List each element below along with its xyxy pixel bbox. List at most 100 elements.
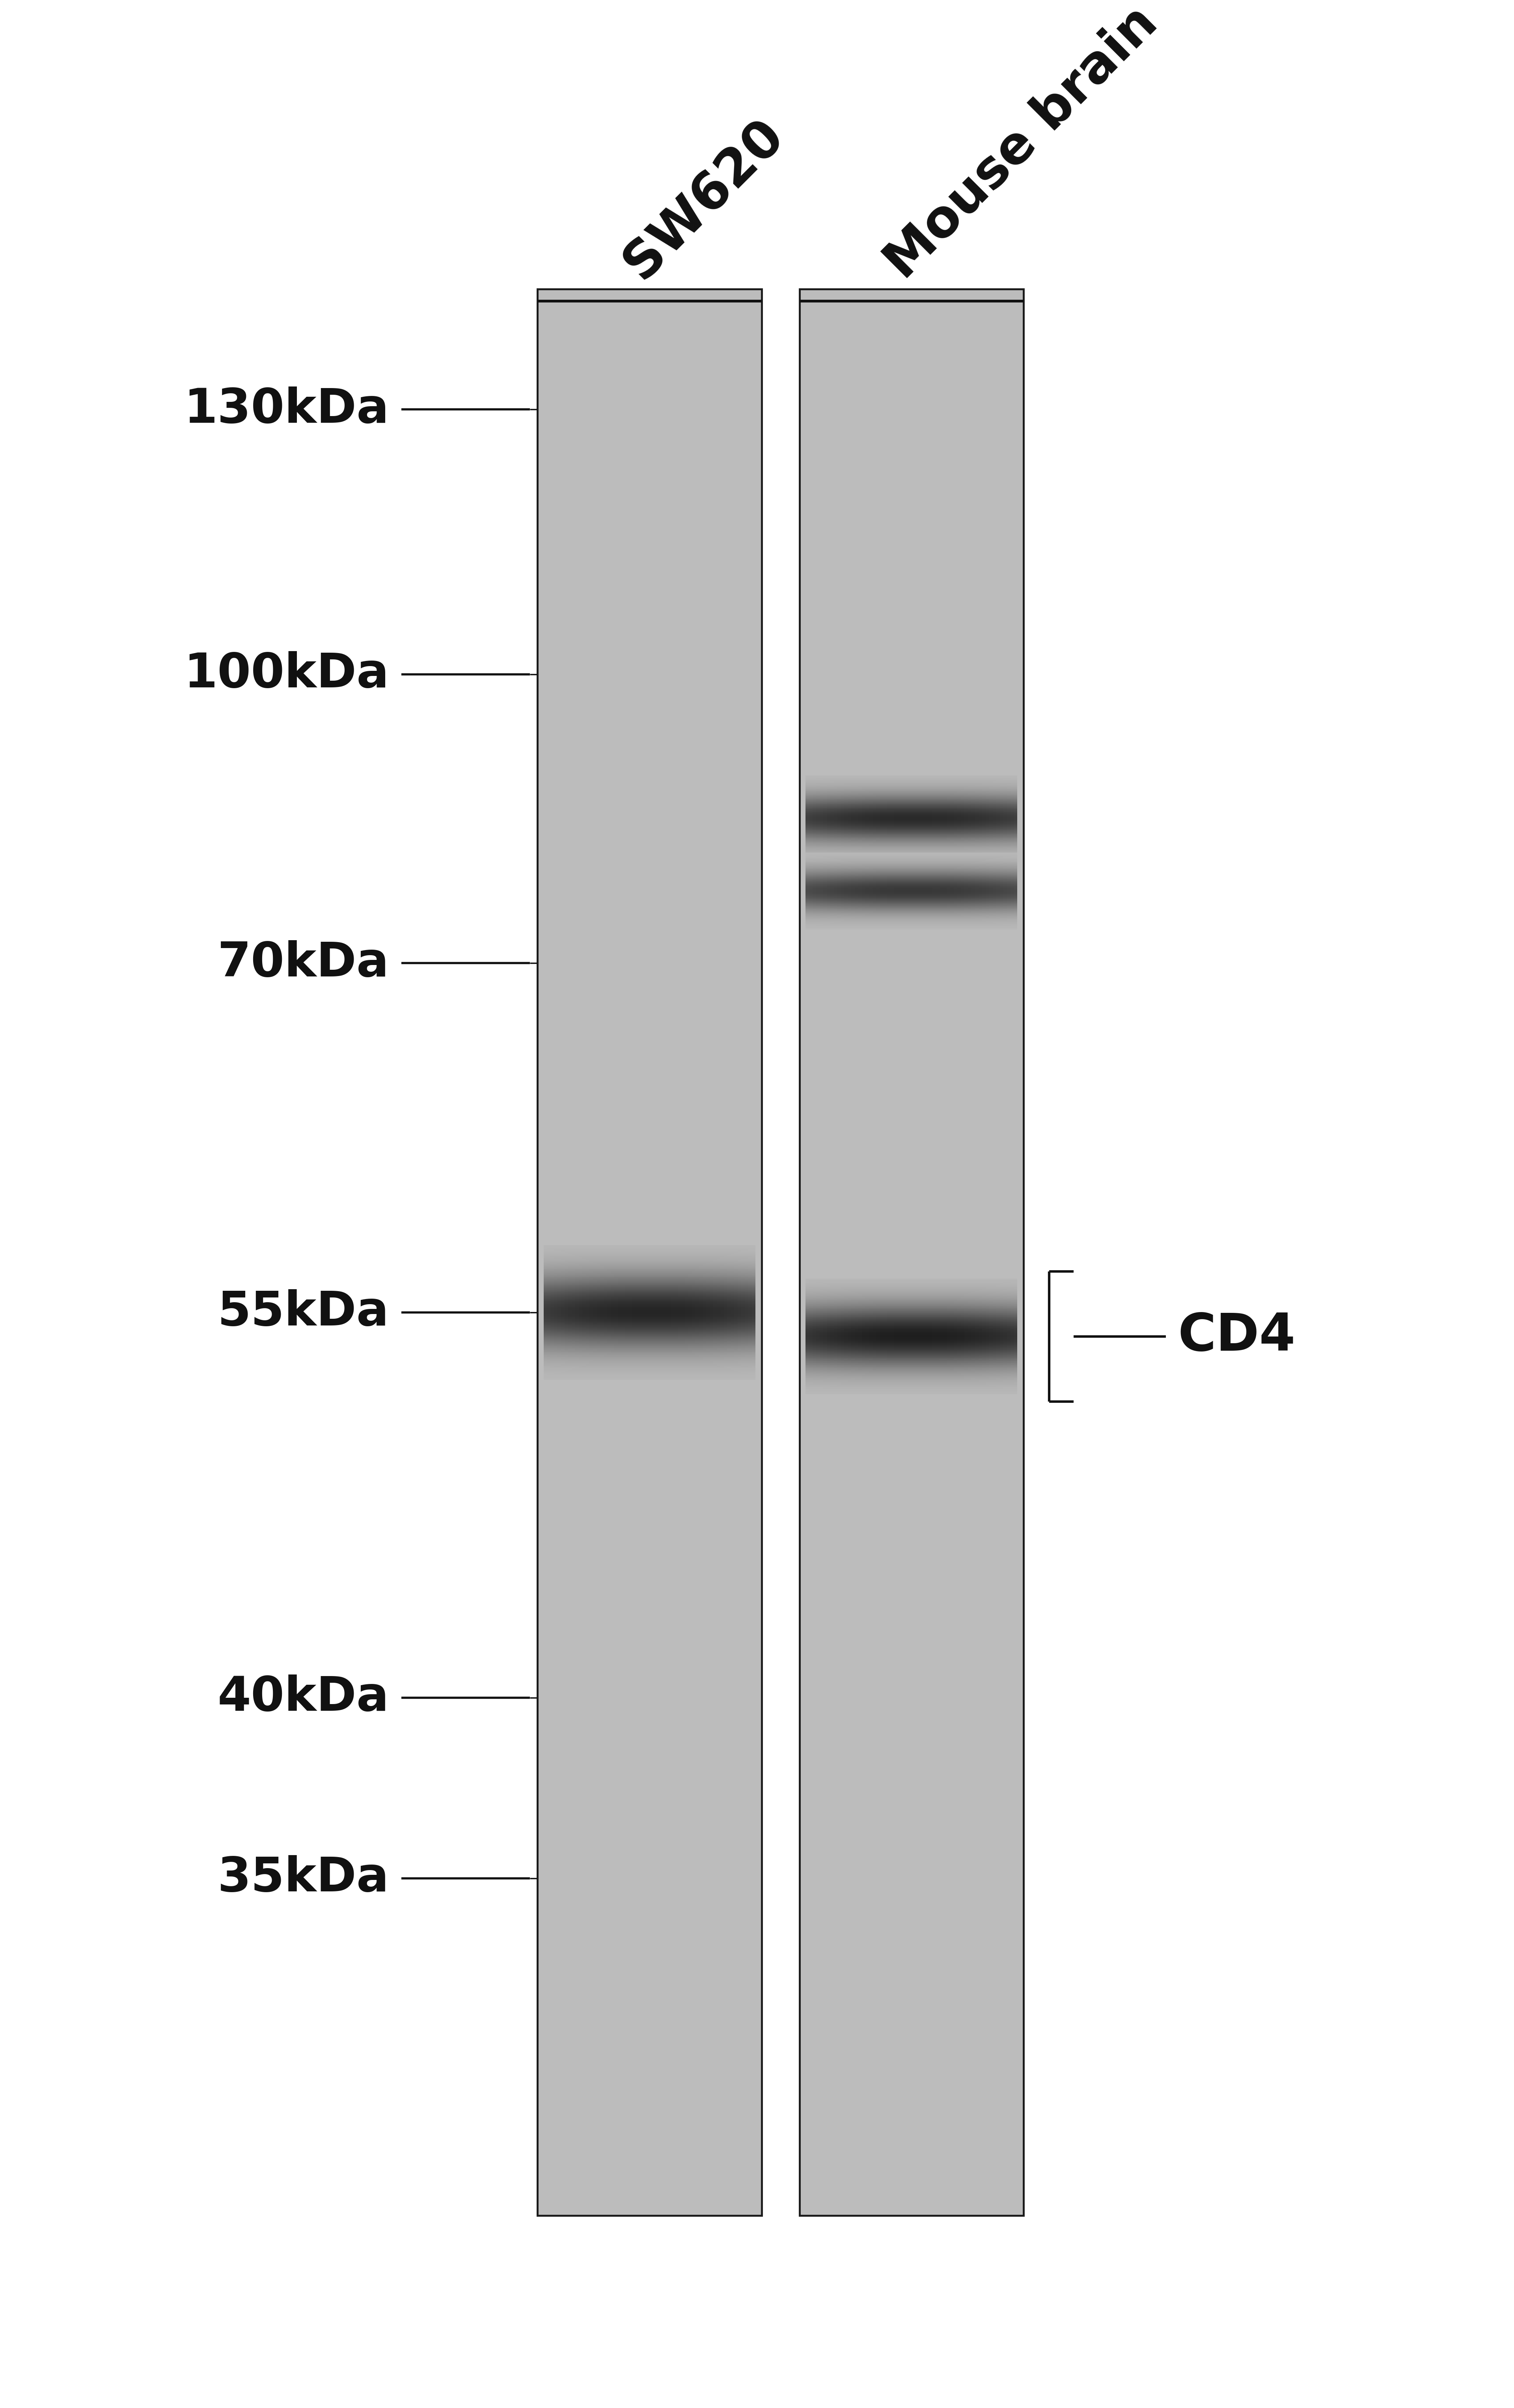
Bar <box>805 775 808 862</box>
Bar <box>808 1279 813 1394</box>
Bar <box>547 1245 551 1380</box>
Bar <box>607 1245 610 1380</box>
Bar <box>830 1279 834 1394</box>
Bar <box>919 852 922 929</box>
Bar <box>855 852 858 929</box>
Bar <box>674 1245 678 1380</box>
Bar <box>869 852 872 929</box>
Bar <box>845 775 848 862</box>
Bar <box>983 852 986 929</box>
Bar <box>819 775 824 862</box>
Bar <box>986 852 989 929</box>
Bar <box>961 1279 964 1394</box>
Bar <box>869 1279 872 1394</box>
Bar <box>1010 1279 1014 1394</box>
Bar <box>954 1279 957 1394</box>
Bar <box>961 852 964 929</box>
Bar <box>866 1279 869 1394</box>
Bar <box>967 1279 972 1394</box>
Bar <box>681 1245 684 1380</box>
Text: Mouse brain: Mouse brain <box>877 0 1167 289</box>
Bar <box>983 775 986 862</box>
Bar <box>1004 1279 1007 1394</box>
Bar <box>930 775 933 862</box>
Bar <box>925 1279 930 1394</box>
Bar <box>713 1245 716 1380</box>
Bar <box>972 852 975 929</box>
Bar <box>877 775 880 862</box>
Bar <box>954 775 957 862</box>
Bar <box>1014 1279 1017 1394</box>
Bar <box>851 775 855 862</box>
Bar <box>996 1279 999 1394</box>
Bar <box>887 852 890 929</box>
Bar <box>904 852 908 929</box>
Bar <box>1010 775 1014 862</box>
Bar <box>893 775 898 862</box>
Bar <box>943 1279 946 1394</box>
Bar <box>908 1279 911 1394</box>
Bar <box>636 1245 639 1380</box>
Bar <box>631 1245 636 1380</box>
Bar <box>872 1279 877 1394</box>
Bar <box>819 1279 824 1394</box>
Text: 70kDa: 70kDa <box>218 939 389 987</box>
Bar <box>883 852 887 929</box>
Bar <box>922 852 925 929</box>
Bar <box>639 1245 642 1380</box>
Bar <box>1010 852 1014 929</box>
Bar <box>986 775 989 862</box>
Bar <box>610 1245 615 1380</box>
Bar <box>752 1245 755 1380</box>
Bar <box>858 852 861 929</box>
Bar <box>845 1279 848 1394</box>
Bar <box>1007 852 1010 929</box>
Text: 35kDa: 35kDa <box>218 1854 389 1902</box>
Bar <box>537 289 762 2215</box>
Bar <box>684 1245 689 1380</box>
Bar <box>919 775 922 862</box>
Bar <box>678 1245 681 1380</box>
Bar <box>933 775 936 862</box>
Bar <box>898 1279 901 1394</box>
Bar <box>922 775 925 862</box>
Bar <box>989 775 993 862</box>
Bar <box>996 852 999 929</box>
Bar <box>933 1279 936 1394</box>
Bar <box>657 1245 660 1380</box>
Bar <box>954 852 957 929</box>
Bar <box>999 1279 1004 1394</box>
Bar <box>621 1245 625 1380</box>
Bar <box>671 1245 674 1380</box>
Bar <box>978 775 983 862</box>
Bar <box>925 775 930 862</box>
Bar <box>827 852 830 929</box>
Bar <box>855 775 858 862</box>
Bar <box>593 1245 597 1380</box>
Bar <box>840 852 845 929</box>
Bar <box>930 852 933 929</box>
Bar <box>554 1245 557 1380</box>
Bar <box>866 775 869 862</box>
Bar <box>858 1279 861 1394</box>
Bar <box>872 775 877 862</box>
Bar <box>845 852 848 929</box>
Bar <box>951 775 954 862</box>
Bar <box>813 852 816 929</box>
Bar <box>748 1245 752 1380</box>
Bar <box>840 1279 845 1394</box>
Text: 100kDa: 100kDa <box>183 650 389 698</box>
Bar <box>604 1245 607 1380</box>
Bar <box>975 852 978 929</box>
Bar <box>840 775 845 862</box>
Bar <box>967 852 972 929</box>
Bar <box>710 1245 713 1380</box>
Bar <box>887 1279 890 1394</box>
Bar <box>824 852 827 929</box>
Bar <box>943 775 946 862</box>
Bar <box>957 775 961 862</box>
Bar <box>824 775 827 862</box>
Bar <box>996 775 999 862</box>
Bar <box>650 1245 653 1380</box>
Bar <box>999 852 1004 929</box>
